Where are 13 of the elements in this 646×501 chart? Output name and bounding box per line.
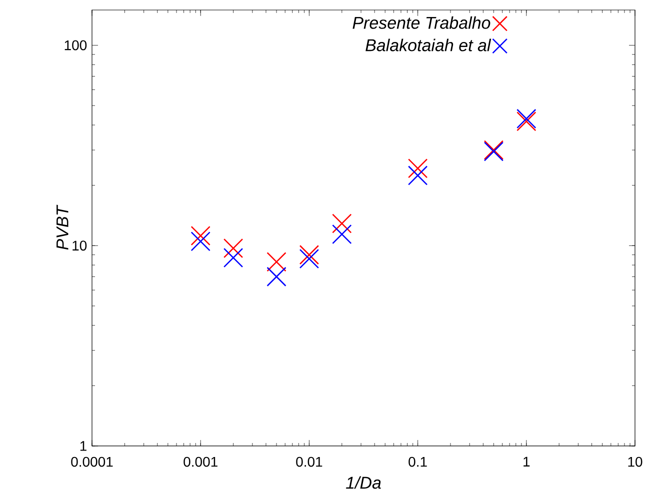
- x-tick-label: 0.1: [408, 456, 427, 467]
- x-tick-label: 0.001: [184, 456, 218, 467]
- x-tick-label: 10: [628, 456, 642, 467]
- x-axis-title: 1/Da: [346, 476, 381, 489]
- x-tick-label: 0.0001: [71, 456, 113, 467]
- y-tick-label: 100: [64, 40, 87, 50]
- legend-label: Balakotaiah et al: [366, 38, 492, 52]
- legend-label: Presente Trabalho: [352, 16, 490, 29]
- x-tick-label: 1: [524, 456, 530, 466]
- y-tick-label: 1: [80, 441, 86, 451]
- x-tick-label: 0.01: [296, 456, 322, 467]
- y-tick-label: 10: [72, 240, 87, 251]
- y-axis-title: PVBT: [56, 204, 68, 250]
